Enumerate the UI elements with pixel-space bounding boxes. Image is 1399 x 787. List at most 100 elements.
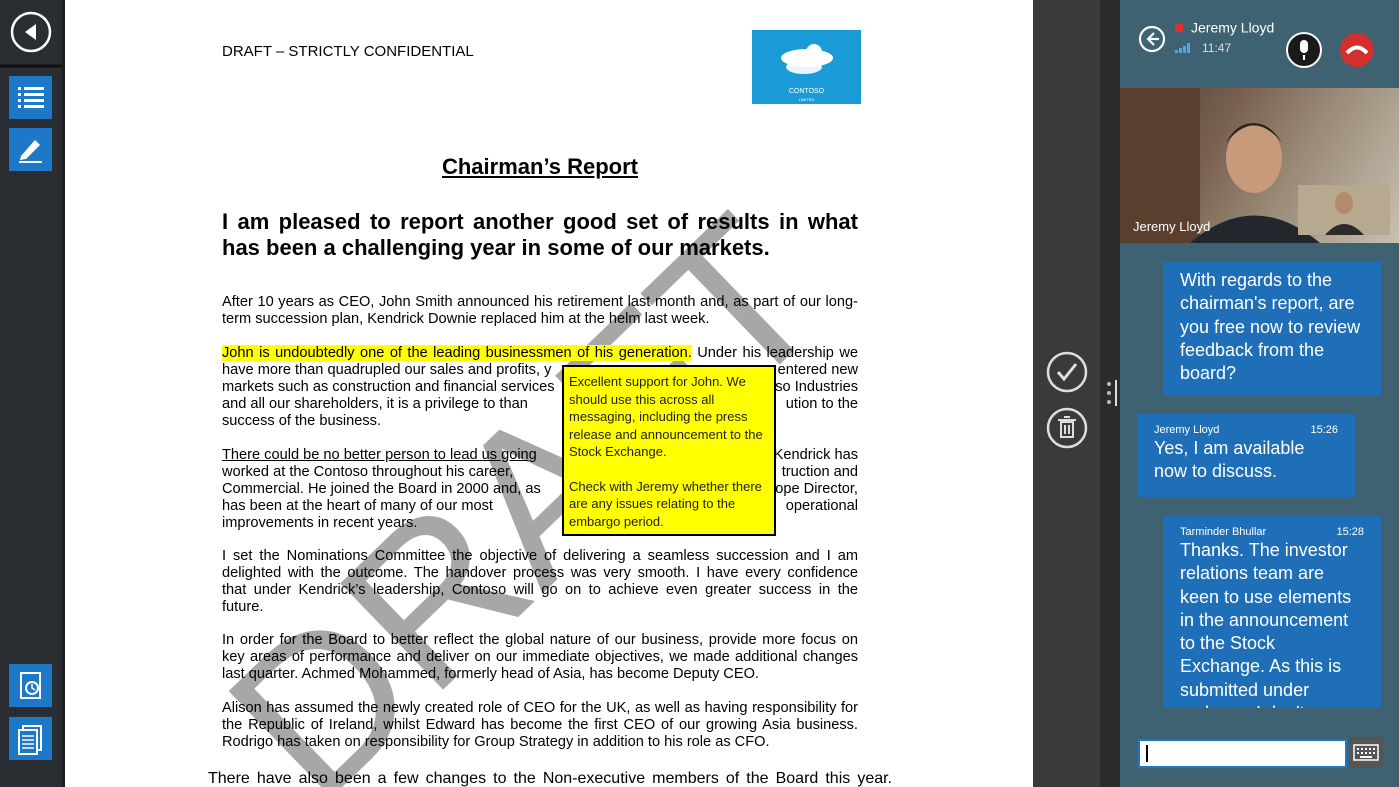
caller-name: Jeremy Lloyd (1191, 20, 1274, 36)
comment-text: Check with Jeremy whether there are any … (569, 478, 762, 529)
heading-line: I am pleased to report another good set … (222, 209, 858, 234)
paragraph: In order for the Board to better reflect… (222, 632, 858, 683)
message-text: Yes, I am available now to discuss. (1154, 438, 1305, 482)
logo-name: CONTOSO (788, 88, 825, 95)
signal-icon (1175, 43, 1190, 53)
text: worked at the Contoso throughout his car… (222, 464, 514, 480)
text: ope Director, (775, 481, 858, 497)
keyboard-icon (1353, 744, 1379, 761)
call-time: 11:47 (1202, 41, 1231, 55)
keyboard-button[interactable] (1349, 737, 1383, 768)
text: Commercial. He joined the Board in 2000 … (222, 481, 541, 497)
text-line: term succession plan, Kendrick Downie re… (222, 311, 710, 327)
sidebar (0, 0, 65, 787)
paragraph: Alison has assumed the newly created rol… (222, 700, 858, 751)
history-button[interactable] (9, 664, 52, 707)
chat-panel: Jeremy Lloyd 11:47 Jeremy Lloyd With reg… (1120, 0, 1399, 787)
history-icon (20, 672, 41, 699)
text-line: John is undoubtedly one of the leading b… (222, 345, 858, 362)
back-button[interactable] (10, 11, 52, 53)
text: Kendrick has (773, 447, 858, 463)
grip (1107, 380, 1117, 406)
video-scene (1120, 88, 1390, 243)
text-line: future. (222, 599, 264, 615)
call-bar: Jeremy Lloyd 11:47 (1138, 20, 1374, 68)
paragraph: John is undoubtedly one of the leading b… (222, 345, 858, 430)
hangup-button[interactable] (1340, 33, 1374, 67)
text-line: that under Kendrick’s leadership, Contos… (222, 582, 858, 598)
text-line: delighted with the outcome. The handover… (222, 565, 858, 581)
sidebar-icons (0, 11, 62, 68)
list-icon (18, 87, 44, 108)
text-line: There could be no better person to lead … (222, 447, 858, 464)
comment-note[interactable]: Excellent support for John. We should us… (562, 365, 776, 536)
doc-header: DRAFT – STRICTLY CONFIDENTIAL (222, 43, 474, 60)
pages-icon (18, 725, 42, 755)
text: Under his leadership we (691, 345, 858, 361)
message-meta: Tarminder Bhullar 15:28 (1180, 525, 1364, 539)
caret (1146, 745, 1148, 762)
text-line: Alison has assumed the newly created rol… (222, 700, 858, 716)
text: entered new (777, 362, 858, 378)
chat-message[interactable]: Jeremy Lloyd 15:26 Yes, I am available now… (1137, 414, 1355, 497)
message-author: Jeremy Lloyd (1154, 424, 1220, 436)
heading-line: has been a challenging year in some of o… (222, 235, 770, 260)
text-line: Commercial. He joined the Board in 2000 … (222, 481, 858, 498)
text-line: worked at the Contoso throughout his car… (222, 464, 858, 481)
status-icon (1175, 24, 1183, 32)
mic-icon (1300, 40, 1308, 53)
split-handle[interactable] (1100, 0, 1120, 787)
message-input[interactable] (1138, 739, 1347, 768)
action-bar (1033, 0, 1100, 787)
text-line: After 10 years as CEO, John Smith announ… (222, 294, 858, 310)
text: ution to the (785, 396, 858, 412)
text: operational (785, 498, 858, 514)
underlined-text: There could be no better person to lead … (222, 447, 537, 463)
video-label: Jeremy Lloyd (1133, 219, 1211, 234)
hangup-icon (1345, 45, 1369, 55)
annotate-button[interactable] (9, 128, 52, 171)
video-feed: Jeremy Lloyd (1120, 88, 1399, 243)
last-line: There have also been a few changes to th… (208, 770, 892, 787)
doc-title: Chairman’s Report (441, 154, 638, 179)
back-arrow (25, 24, 36, 40)
text: so Industries (775, 379, 858, 395)
text-line: success of the business. (222, 413, 381, 429)
message-meta: Jeremy Lloyd 15:26 (1154, 423, 1338, 437)
text: have more than quadrupled our sales and … (222, 362, 552, 378)
text: and all our shareholders, it is a privil… (222, 396, 528, 412)
message-text: Thanks. The investor relations team are … (1180, 540, 1352, 708)
paragraph: There could be no better person to lead … (222, 447, 858, 532)
action-icons (1046, 351, 1088, 449)
logo: CONTOSO LIMITED (752, 30, 861, 104)
pages-button[interactable] (9, 717, 52, 760)
text-line: improvements in recent years. (222, 515, 418, 531)
logo-sub: LIMITED (798, 97, 815, 102)
chat-message[interactable]: Tarminder Bhullar 15:28 Thanks. The invest… (1163, 516, 1381, 708)
list-button[interactable] (9, 76, 52, 119)
text-line: key areas of performance and deliver on … (222, 649, 858, 665)
text-line: Rodrigo has taken on responsibility for … (222, 734, 770, 750)
trash-icon (1058, 416, 1076, 438)
comment-text: Excellent support for John. We should us… (569, 374, 763, 459)
chat-message[interactable]: With regards to the chairman's report, a… (1163, 262, 1381, 396)
message-author: Tarminder Bhullar (1180, 526, 1267, 538)
check-icon (1056, 363, 1078, 382)
message-text: With regards to the chairman's report, a… (1180, 270, 1361, 384)
text-line: the Republic of Ireland, whilst Edward h… (222, 717, 858, 733)
text-line: last quarter. Achmed Mohammed, formerly … (222, 666, 759, 682)
chat-back[interactable] (1138, 25, 1166, 53)
text-line: In order for the Board to better reflect… (222, 632, 858, 648)
doc-heading: I am pleased to report another good set … (222, 209, 858, 261)
accept-button[interactable] (1046, 351, 1088, 393)
message-time: 15:28 (1336, 526, 1364, 538)
text: truction and (781, 464, 858, 480)
logo-mark (781, 44, 833, 74)
document-page: DRAFT DRAFT – STRICTLY CONFIDENTIAL CONT… (65, 0, 1033, 787)
text-line: and all our shareholders, it is a privil… (222, 396, 858, 413)
highlight: John is undoubtedly one of the leading b… (222, 345, 692, 361)
delete-button[interactable] (1046, 407, 1088, 449)
paragraph: After 10 years as CEO, John Smith announ… (222, 294, 858, 328)
text-line: markets such as construction and financi… (222, 379, 858, 396)
text-line: I set the Nominations Committee the obje… (222, 548, 858, 564)
